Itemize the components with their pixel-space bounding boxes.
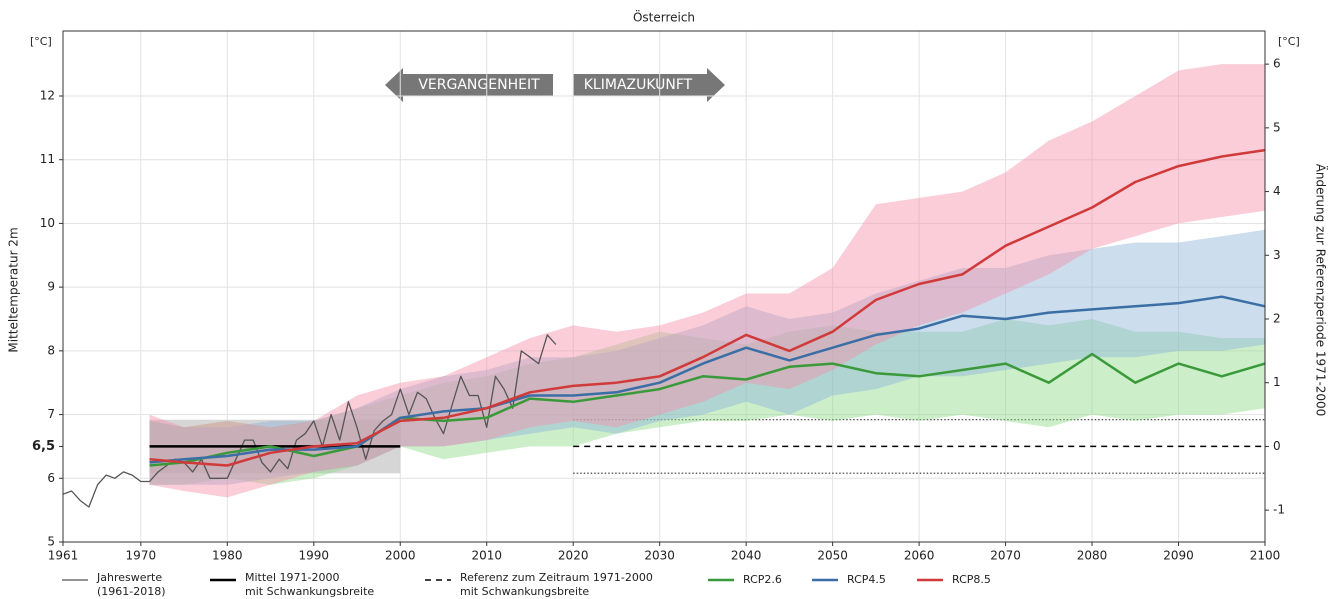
y-tick-label: 9 bbox=[47, 280, 55, 294]
x-tick-label: 2090 bbox=[1163, 549, 1194, 563]
x-tick-label: 2060 bbox=[904, 549, 935, 563]
band bbox=[149, 319, 1265, 485]
y-tick-label: 5 bbox=[47, 535, 55, 549]
y-tick-label: 6 bbox=[47, 471, 55, 485]
series-line bbox=[149, 352, 1266, 467]
x-tick-label: 2050 bbox=[817, 549, 848, 563]
plot-area: 1961 1970 1980 1990 2000 2010 2020 2030 2040 2050… bbox=[32, 30, 1285, 563]
legend-label: RCP8.5 bbox=[952, 573, 991, 586]
reference-tick-label: 6,5 bbox=[32, 439, 55, 454]
y2-tick-label: 5 bbox=[1273, 120, 1281, 134]
y2-tick-label: 2 bbox=[1273, 311, 1281, 325]
legend-label: RCP2.6 bbox=[743, 573, 782, 586]
x-tick-label: 1990 bbox=[299, 549, 330, 563]
y2-axis-label: Änderung zur Referenzperiode 1971-2000 bbox=[1314, 164, 1329, 417]
y2-tick-label: 6 bbox=[1273, 57, 1281, 71]
x-tick-label: 1961 bbox=[48, 549, 79, 563]
x-tick-label: 2030 bbox=[644, 549, 675, 563]
arrow-label: KLIMAZUKUNFT bbox=[584, 77, 693, 93]
legend-label: Jahreswerte bbox=[96, 571, 162, 584]
y-tick-label: 10 bbox=[40, 216, 55, 230]
legend-label: mit Schwankungsbreite bbox=[460, 585, 589, 598]
y-unit: [°C] bbox=[30, 35, 52, 48]
plot-frame bbox=[62, 30, 1266, 543]
x-tick-label: 2080 bbox=[1077, 549, 1108, 563]
x-tick-label: 1970 bbox=[126, 549, 157, 563]
y2-tick-label: 3 bbox=[1273, 248, 1281, 262]
y2-tick-label: 0 bbox=[1273, 439, 1281, 453]
x-tick-label: 2070 bbox=[990, 549, 1021, 563]
y2-tick-label: -1 bbox=[1273, 503, 1285, 517]
legend-label: Mittel 1971-2000 bbox=[245, 571, 339, 584]
arrow-left bbox=[385, 68, 553, 102]
arrow-right bbox=[573, 68, 725, 102]
y2-tick-label: 1 bbox=[1273, 375, 1281, 389]
series-line bbox=[149, 148, 1266, 467]
legend-label: mit Schwankungsbreite bbox=[245, 585, 374, 598]
band bbox=[149, 64, 1265, 498]
y-tick-label: 11 bbox=[40, 152, 55, 166]
x-tick-label: 2020 bbox=[558, 549, 589, 563]
chart-title: Österreich bbox=[633, 9, 695, 25]
x-tick-label: 2010 bbox=[471, 549, 502, 563]
x-tick-label: 2100 bbox=[1250, 549, 1281, 563]
y2-tick-label: 4 bbox=[1273, 184, 1281, 198]
legend-label: RCP4.5 bbox=[847, 573, 886, 586]
y-axis-label: Mitteltemperatur 2m bbox=[7, 227, 21, 352]
x-tick-label: 2040 bbox=[731, 549, 762, 563]
y-tick-label: 7 bbox=[47, 407, 55, 421]
legend-label: Referenz zum Zeitraum 1971-2000 bbox=[460, 571, 653, 584]
y-tick-label: 8 bbox=[47, 343, 55, 357]
series-line bbox=[62, 334, 557, 508]
y2-unit: [°C] bbox=[1278, 35, 1300, 48]
x-tick-label: 1980 bbox=[212, 549, 243, 563]
x-tick-label: 2000 bbox=[385, 549, 416, 563]
legend-label: (1961-2018) bbox=[97, 585, 166, 598]
series-line bbox=[149, 295, 1266, 464]
arrow-label: VERGANGENHEIT bbox=[418, 77, 540, 93]
y-tick-label: 12 bbox=[40, 88, 55, 102]
